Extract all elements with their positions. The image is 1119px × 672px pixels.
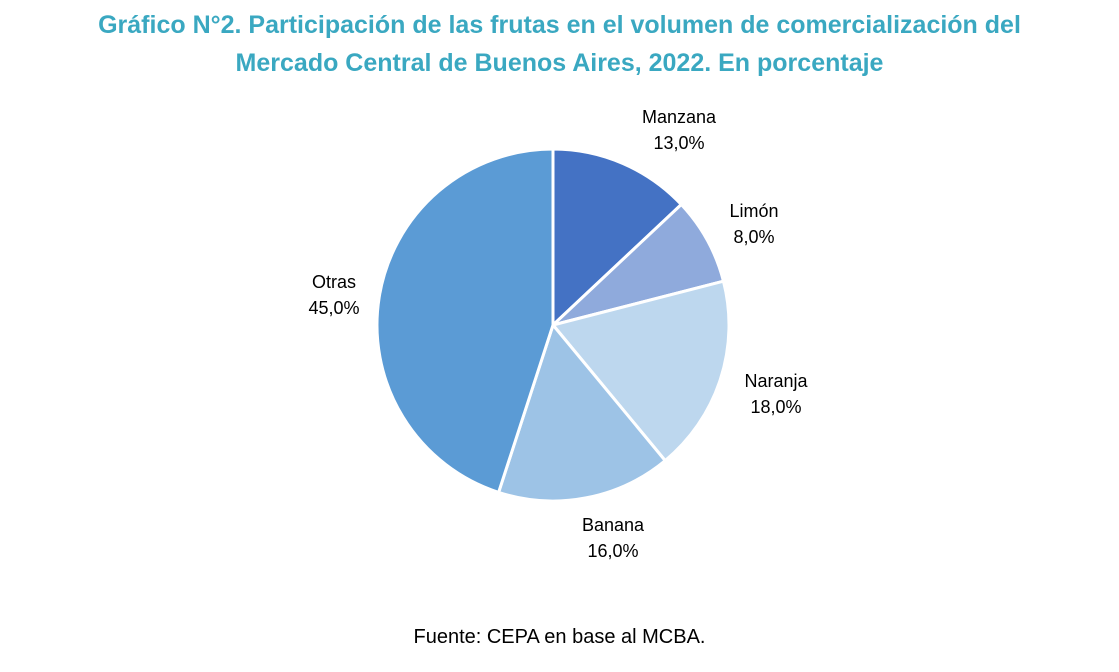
slice-value-label: 45,0% (308, 298, 359, 318)
slice-label: Limón (729, 201, 778, 221)
slice-label: Manzana (642, 107, 717, 127)
pie-slice-limn (551, 203, 725, 327)
slice-label: Banana (582, 515, 645, 535)
pie-slices (375, 147, 731, 503)
pie-slice-otras (375, 147, 555, 494)
source-note: Fuente: CEPA en base al MCBA. (413, 626, 706, 648)
slice-label: Naranja (744, 371, 808, 391)
pie-slice-naranja (551, 279, 731, 463)
pie-slice-manzana (551, 147, 683, 327)
slice-label: Otras (312, 272, 356, 292)
pie-labels: Manzana 13,0% Limón 8,0% Naranja 18,0% Banana 1… (308, 107, 808, 561)
slice-value-label: 16,0% (587, 541, 638, 561)
slice-value-label: 13,0% (653, 133, 704, 153)
slice-value-label: 18,0% (750, 397, 801, 417)
slice-value-label: 8,0% (733, 227, 774, 247)
chart-title: Gráfico N°2. Participación de las frutas… (0, 6, 1119, 82)
chart-title-line-1: Gráfico N°2. Participación de las frutas… (98, 11, 1021, 39)
chart-title-line-2: Mercado Central de Buenos Aires, 2022. E… (235, 49, 884, 77)
